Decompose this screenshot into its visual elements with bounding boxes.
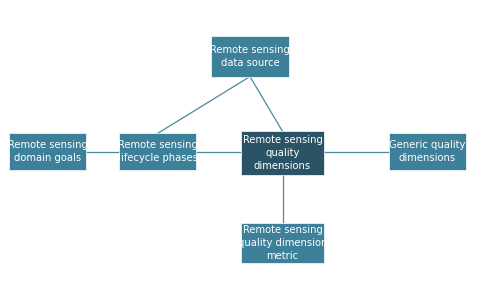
Text: Remote sensing
quality
dimensions: Remote sensing quality dimensions xyxy=(242,135,322,171)
Text: Remote sensing
domain goals: Remote sensing domain goals xyxy=(8,140,87,163)
Text: Remote sensing
quality dimension
metric: Remote sensing quality dimension metric xyxy=(238,225,327,261)
FancyBboxPatch shape xyxy=(211,36,289,76)
FancyBboxPatch shape xyxy=(241,132,324,175)
Text: Generic quality
dimensions: Generic quality dimensions xyxy=(390,140,466,163)
FancyBboxPatch shape xyxy=(9,133,86,170)
Text: Remote sensing
data source: Remote sensing data source xyxy=(210,45,290,68)
FancyBboxPatch shape xyxy=(389,133,466,170)
Text: Remote sensing
lifecycle phases: Remote sensing lifecycle phases xyxy=(118,140,198,163)
FancyBboxPatch shape xyxy=(241,223,324,264)
FancyBboxPatch shape xyxy=(119,133,196,170)
